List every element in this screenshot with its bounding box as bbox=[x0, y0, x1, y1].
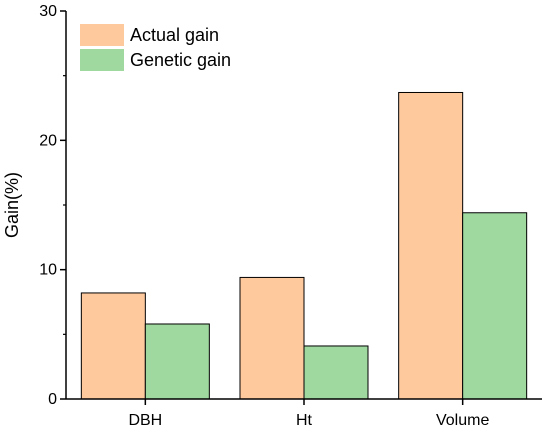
y-tick-label: 10 bbox=[39, 262, 57, 279]
x-tick-label: DBH bbox=[128, 412, 162, 429]
bars-layer bbox=[80, 91, 528, 400]
y-tick-label: 30 bbox=[39, 3, 57, 20]
legend-label: Genetic gain bbox=[130, 50, 231, 70]
y-ticks: 0 10 20 30 bbox=[39, 3, 66, 408]
y-tick-label: 20 bbox=[39, 132, 57, 149]
legend-label: Actual gain bbox=[130, 25, 219, 45]
legend: Actual gain Genetic gain bbox=[80, 24, 231, 71]
legend-swatch bbox=[80, 24, 124, 46]
x-tick-label: Ht bbox=[296, 412, 313, 429]
y-tick-label: 0 bbox=[48, 391, 57, 408]
bar-genetic-gain-volume bbox=[462, 212, 528, 400]
bar-actual-gain-volume bbox=[398, 91, 464, 400]
y-axis-title: Gain(%) bbox=[2, 172, 22, 238]
bar-genetic-gain-dbh bbox=[144, 323, 210, 400]
bar-actual-gain-dbh bbox=[80, 292, 146, 400]
legend-swatch bbox=[80, 49, 124, 71]
x-ticks: DBH Ht Volume bbox=[128, 399, 489, 429]
bar-genetic-gain-ht bbox=[303, 345, 369, 400]
x-tick-label: Volume bbox=[436, 412, 489, 429]
bar-actual-gain-ht bbox=[239, 276, 305, 400]
